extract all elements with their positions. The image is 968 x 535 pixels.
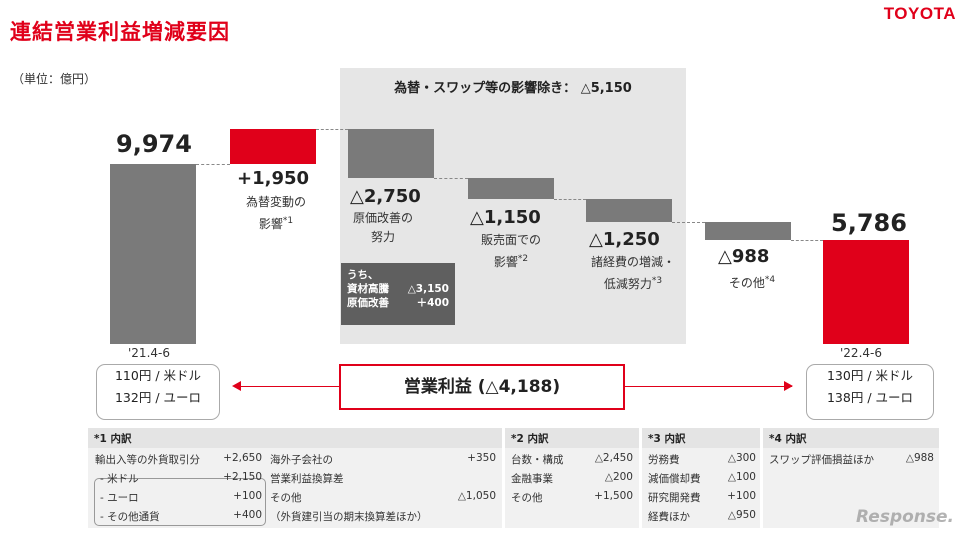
desc-other: その他*4 xyxy=(728,275,776,290)
footnote-4-head: *4 内訳 xyxy=(763,428,939,448)
bar-sales xyxy=(468,178,554,200)
footnote-1-head: *1 内訳 xyxy=(88,428,502,448)
note-row: 資材高騰 △3,150 xyxy=(347,283,449,295)
footnote-4-body xyxy=(763,448,939,528)
fn1-row-label: 海外子会社の xyxy=(270,454,333,466)
fn1-row-value: +2,650 xyxy=(223,452,262,464)
desc-cost: 原価改善の 努力 xyxy=(352,211,413,244)
fn3-row-label: 減価償却費 xyxy=(648,473,701,485)
bar-expenses xyxy=(586,199,672,222)
footnote-1-body xyxy=(88,448,502,528)
value-label-expenses: △1,250 xyxy=(589,229,660,250)
fn1-row-label: - ユーロ xyxy=(100,492,139,504)
footnote-3-head: *3 内訳 xyxy=(642,428,760,448)
desc-sales: 販売面での 影響*2 xyxy=(480,233,541,269)
connector-line xyxy=(316,128,348,130)
fn2-row-label: その他 xyxy=(511,492,543,504)
period-start-label: '21.4-6 xyxy=(128,346,170,360)
connector-line xyxy=(554,199,586,201)
toyota-logo: TOYOTA xyxy=(883,4,956,23)
value-label-start: 9,974 xyxy=(116,130,192,158)
fn1-row-label: - その他通貨 xyxy=(100,511,160,523)
fn2-row-value: △2,450 xyxy=(594,452,633,464)
fn3-row-value: △950 xyxy=(727,509,756,521)
fx-excluded-label: 為替・スワップ等の影響除き： △5,150 xyxy=(394,81,632,96)
value-label-end: 5,786 xyxy=(831,209,907,237)
page-title: 連結営業利益増減要因 xyxy=(10,20,230,44)
currency-bracket xyxy=(94,478,266,526)
desc-expenses: 諸経費の増減・ 低減努力*3 xyxy=(590,255,675,291)
arrow-right-icon xyxy=(784,381,793,391)
fx-rate-end: 130円 / 米ドル 138円 / ユーロ xyxy=(806,364,934,420)
fn3-row-label: 労務費 xyxy=(648,454,680,466)
fn3-row-label: 研究開発費 xyxy=(648,492,701,504)
fn1-row-label: 輸出入等の外貨取引分 xyxy=(95,454,200,466)
fn1-row-value: +350 xyxy=(467,452,496,464)
fn2-row-value: △200 xyxy=(604,471,633,483)
fn1-row-label: - 米ドル xyxy=(100,473,139,485)
connector-line xyxy=(196,164,230,165)
connector-line xyxy=(791,239,823,241)
fn1-row-label: その他 xyxy=(270,492,302,504)
bar-cost xyxy=(348,128,434,179)
unit-label: （単位：億円） xyxy=(12,72,97,86)
watermark: Response. xyxy=(856,507,954,527)
fn2-row-label: 台数・構成 xyxy=(511,454,564,466)
value-label-fx: +1,950 xyxy=(237,168,310,189)
note-row: 原価改善 ＋400 xyxy=(347,297,449,309)
fn1-row-value: +400 xyxy=(233,509,262,521)
connector-line xyxy=(434,178,468,180)
fn3-row-label: 経費ほか xyxy=(648,511,690,523)
fx-rate-start: 110円 / 米ドル 132円 / ユーロ xyxy=(96,364,220,420)
bar-end xyxy=(823,239,909,344)
fn3-row-value: △100 xyxy=(727,471,756,483)
fn4-row-label: スワップ評価損益ほか xyxy=(769,454,874,466)
fn1-row-value: △1,050 xyxy=(457,490,496,502)
fn1-row-value: +2,150 xyxy=(223,471,262,483)
bar-start xyxy=(110,164,196,344)
arrow-left-icon xyxy=(232,381,241,391)
fn2-row-value: +1,500 xyxy=(594,490,633,502)
fn1-row-label: 営業利益換算差 xyxy=(270,473,344,485)
fn3-row-value: △300 xyxy=(727,452,756,464)
connector-line xyxy=(672,221,705,223)
footnote-2-body xyxy=(505,448,639,528)
footnote-2-head: *2 内訳 xyxy=(505,428,639,448)
bar-fx xyxy=(230,128,316,164)
value-label-cost: △2,750 xyxy=(350,186,421,207)
footnote-3-body xyxy=(642,448,760,528)
fn4-row-value: △988 xyxy=(905,452,934,464)
fn1-row-label: （外貨建引当の期末換算差ほか） xyxy=(270,511,428,523)
note-title: うち、 xyxy=(347,269,379,281)
cost-breakdown-note: うち、 資材高騰 △3,150 原価改善 ＋400 xyxy=(341,263,455,325)
value-label-other: △988 xyxy=(718,246,770,267)
desc-fx: 為替変動の 影響*1 xyxy=(245,195,306,231)
fn2-row-label: 金融事業 xyxy=(511,473,553,485)
waterfall-chart xyxy=(110,128,909,344)
value-label-sales: △1,150 xyxy=(470,207,541,228)
bar-other xyxy=(705,221,791,240)
fn3-row-value: +100 xyxy=(727,490,756,502)
period-end-label: '22.4-6 xyxy=(840,346,882,360)
operating-profit-box: 営業利益 (△4,188) xyxy=(339,364,625,410)
fn1-row-value: +100 xyxy=(233,490,262,502)
